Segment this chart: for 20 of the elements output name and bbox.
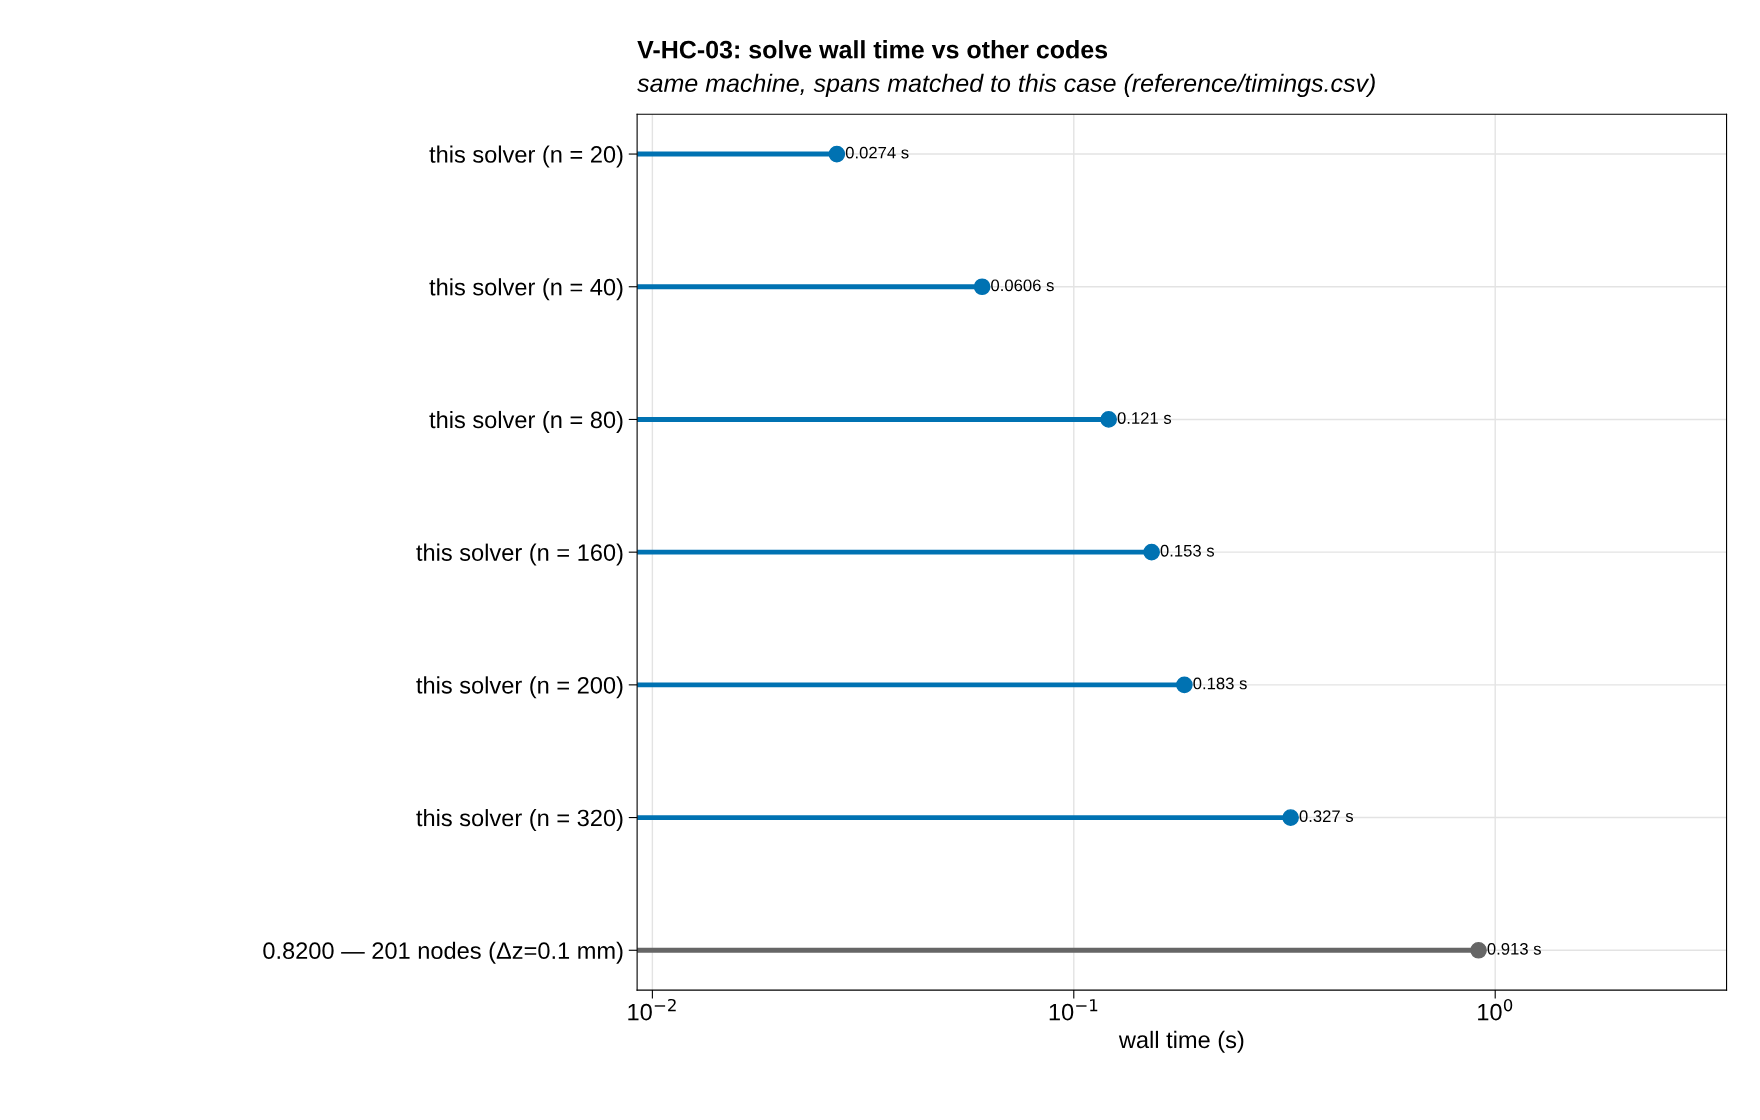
data-label: 0.913 s [1487,942,1541,955]
y-tick-label: this solver (n = 40) [429,278,623,301]
data-label: 0.153 s [1160,544,1215,557]
data-label: 0.327 s [1299,810,1354,823]
data-label: 0.121 s [1117,412,1172,424]
chart-title: V-HC-03: solve wall time vs other codes [637,40,1108,59]
y-tick-label: this solver (n = 20) [429,145,623,168]
x-tick-label: 10$^{0}$ [1478,998,1513,1021]
x-tick-label: 10$^{−2}$ [628,998,676,1021]
data-label: 0.0606 s [991,279,1054,292]
chart-subtitle: same machine, spans matched to this case (reference/timings.csv) [637,73,1375,98]
x-tick-label: 10$^{−1}$ [1049,999,1098,1021]
y-tick-label: this solver (n = 320) [416,809,623,832]
y-tick-label: 0.8200 — 201 nodes (Δz=0.1 mm) [263,941,623,964]
x-axis-title: wall time (s) [1118,1030,1244,1053]
y-tick-label: this solver (n = 200) [416,676,623,699]
data-label: 0.0274 s [845,146,909,159]
data-label: 0.183 s [1193,677,1247,690]
y-tick-label: this solver (n = 160) [416,543,623,566]
y-tick-label: this solver (n = 80) [429,410,623,433]
